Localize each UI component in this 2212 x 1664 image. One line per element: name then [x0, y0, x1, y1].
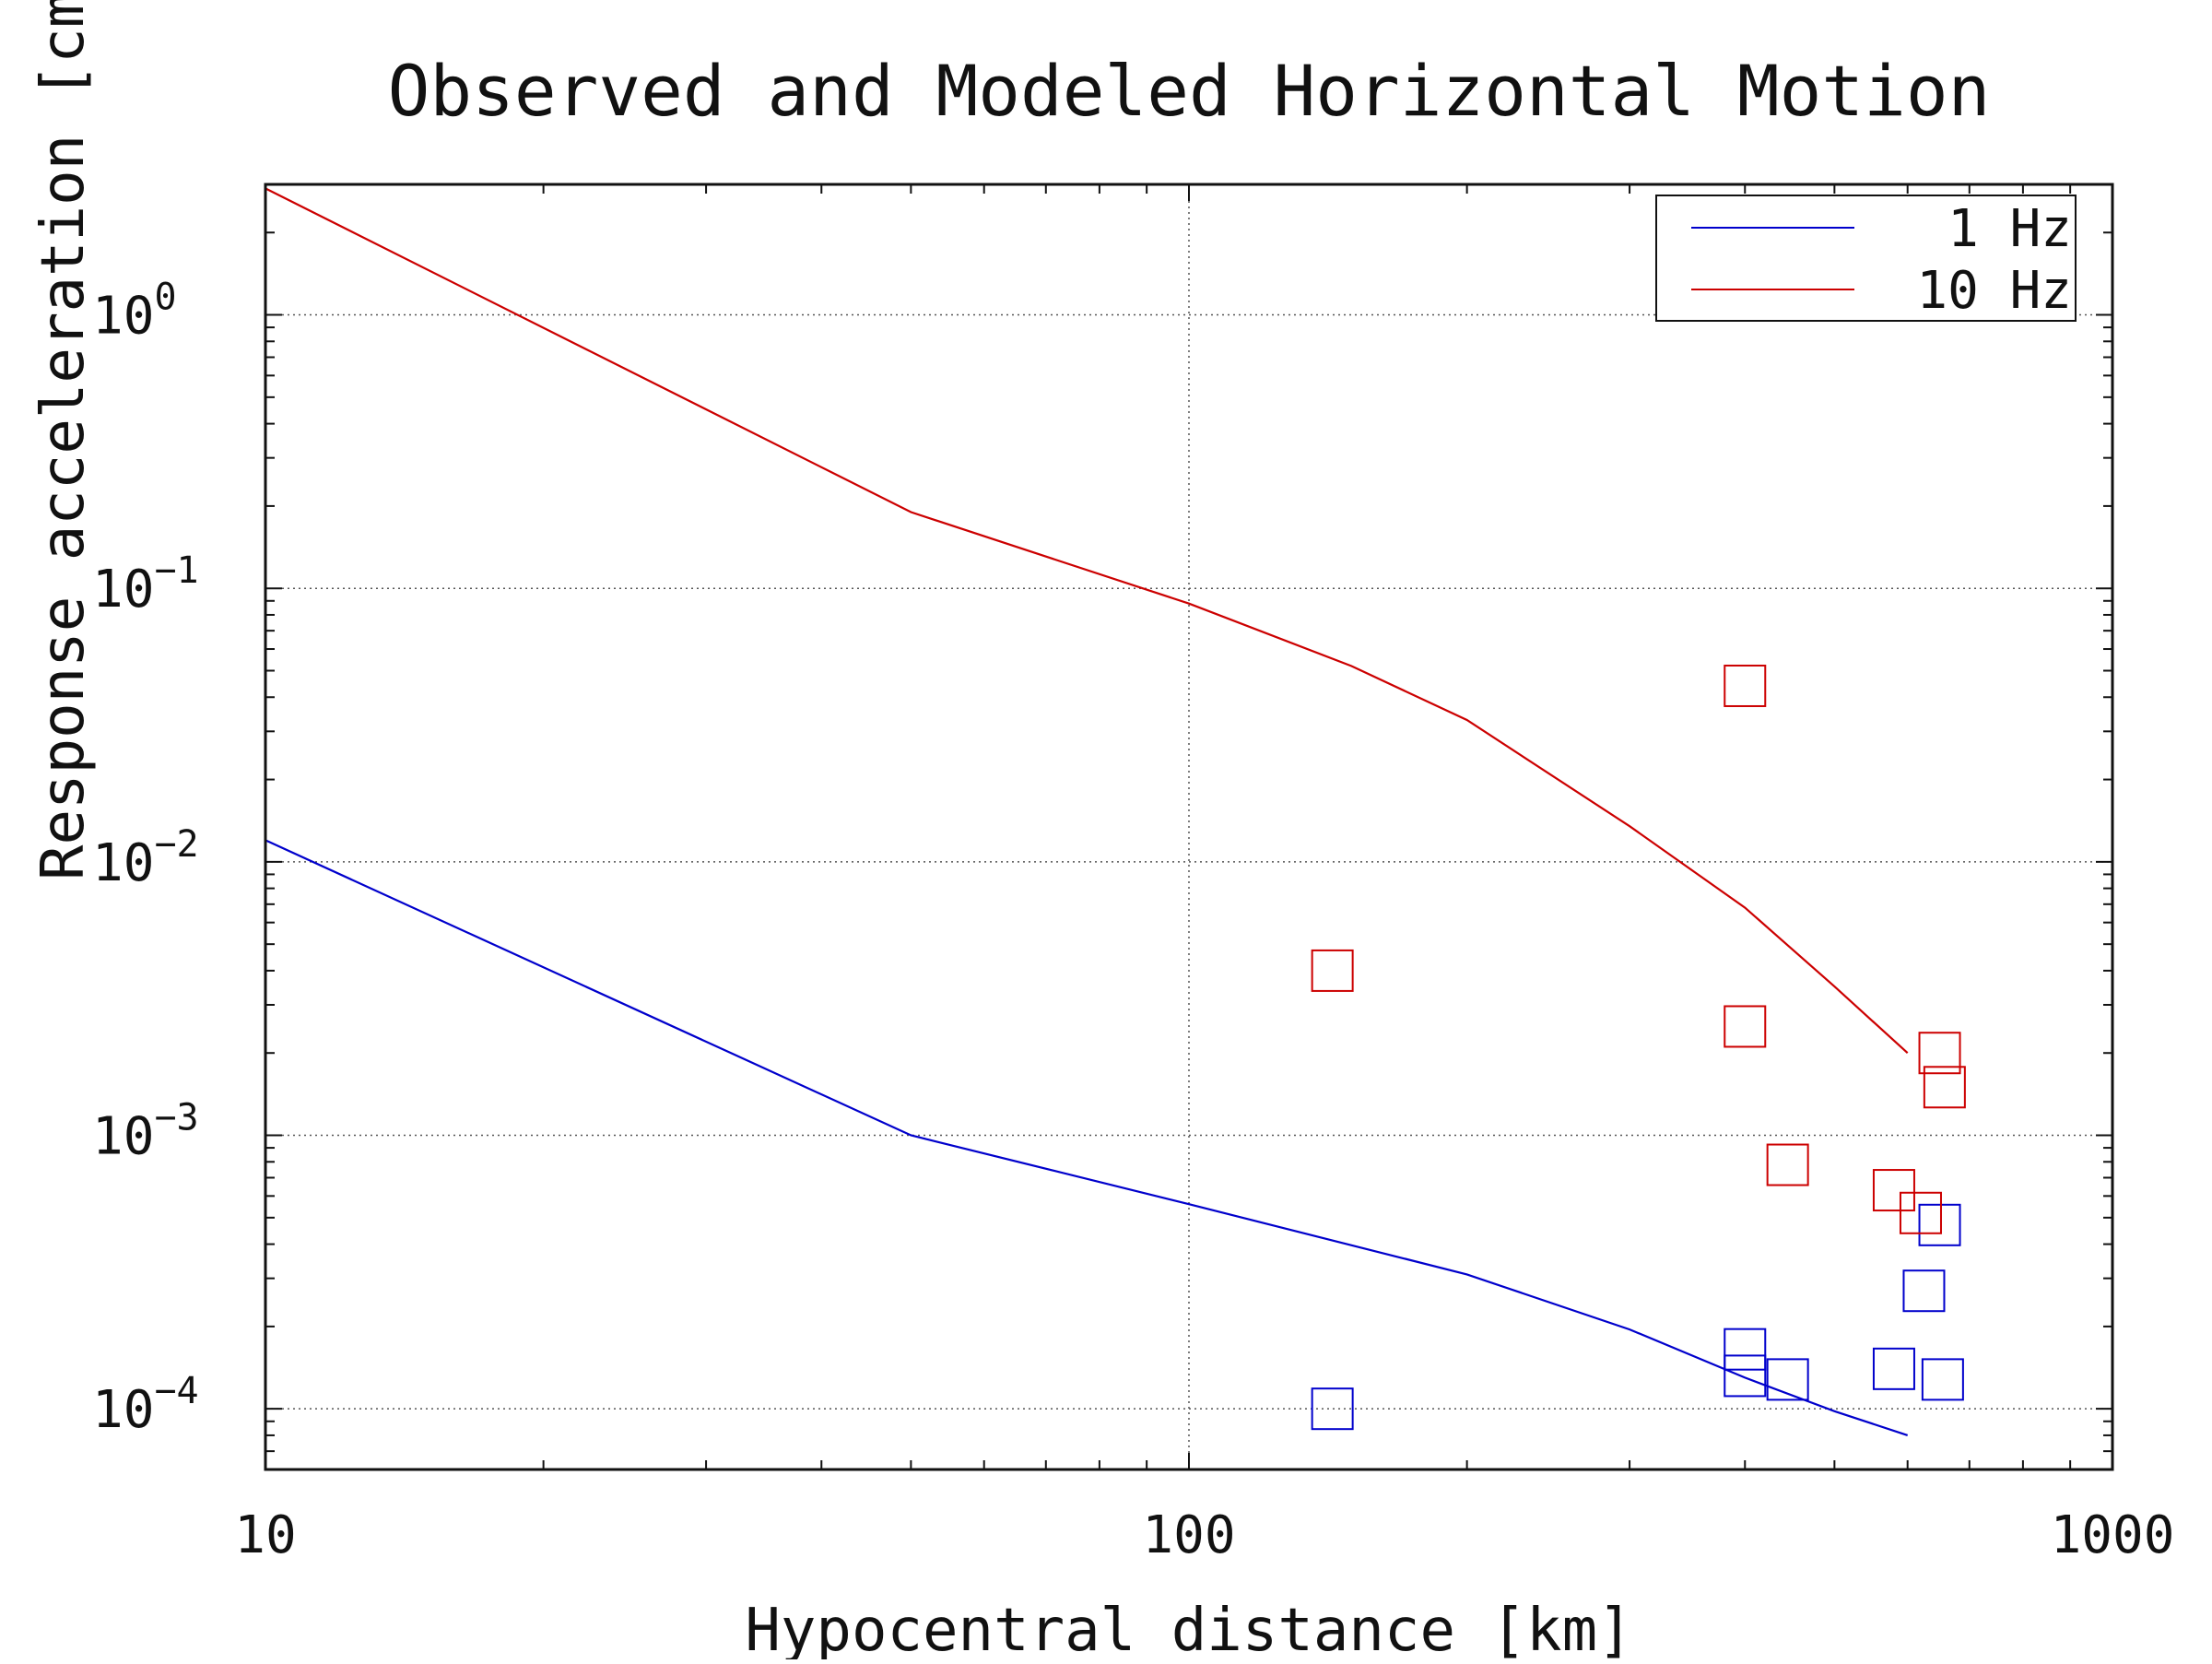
observed-point-10hz: [1724, 1005, 1767, 1048]
y-tick-exponent: −4: [154, 1370, 198, 1412]
y-tick-exponent: −2: [154, 823, 198, 866]
y-axis-label-main: Response acceleration [cm/s: [29, 0, 98, 880]
observed-point-10hz: [1899, 1191, 1942, 1234]
y-tick-label: 10−3: [92, 1097, 199, 1167]
observed-point-10hz: [1311, 949, 1354, 992]
observed-point-1hz: [1724, 1354, 1767, 1398]
y-tick-base: 10: [92, 560, 154, 620]
legend-label-10hz: 10 Hz: [1916, 261, 2072, 321]
y-tick-exponent: −3: [154, 1097, 198, 1139]
observed-point-1hz: [1872, 1347, 1915, 1390]
model-line-10hz: [265, 187, 1909, 1055]
grid-lines: [265, 184, 2112, 1469]
y-tick-label: 10−1: [92, 549, 199, 620]
observed-point-10hz: [1918, 1032, 1961, 1075]
plot-frame: [264, 183, 2114, 1471]
observed-point-10hz: [1766, 1143, 1809, 1186]
chart-title: Observed and Modeled Horizontal Motion: [388, 50, 1991, 132]
y-tick-base: 10: [92, 1380, 154, 1440]
y-tick-label: 100: [92, 277, 177, 347]
x-tick-label: 10: [234, 1505, 296, 1565]
observed-point-1hz: [1311, 1387, 1354, 1431]
legend: 1 Hz 10 Hz: [1655, 195, 2077, 322]
y-tick-label: 10−4: [92, 1370, 199, 1440]
y-tick-base: 10: [92, 1107, 154, 1167]
observed-point-10hz: [1923, 1066, 1966, 1109]
legend-box: [1655, 195, 2077, 322]
observed-point-1hz: [1766, 1358, 1809, 1401]
y-tick-label: 10−2: [92, 823, 199, 893]
x-axis-label: Hypocentral distance [km]: [745, 1597, 1632, 1659]
x-tick-labels: 10 100 1000: [234, 1505, 2174, 1565]
observed-point-1hz: [1724, 1328, 1767, 1371]
y-tick-base: 10: [92, 833, 154, 893]
observed-point-1hz: [1918, 1203, 1961, 1246]
y-tick-exponent: −1: [154, 549, 198, 592]
y-tick-exponent: 0: [154, 277, 176, 319]
observed-point-1hz: [1921, 1358, 1964, 1401]
model-line-1hz: [265, 839, 1909, 1436]
series-group: [265, 187, 1966, 1436]
observed-point-10hz: [1872, 1169, 1915, 1212]
y-axis-label: Response acceleration [cm/s2]: [25, 0, 98, 880]
x-tick-label: 1000: [2051, 1505, 2175, 1565]
y-tick-base: 10: [92, 287, 154, 347]
legend-label-1hz: 1 Hz: [1947, 199, 2072, 259]
x-tick-label: 100: [1142, 1505, 1235, 1565]
observed-point-1hz: [1902, 1269, 1946, 1313]
observed-point-10hz: [1724, 664, 1767, 707]
